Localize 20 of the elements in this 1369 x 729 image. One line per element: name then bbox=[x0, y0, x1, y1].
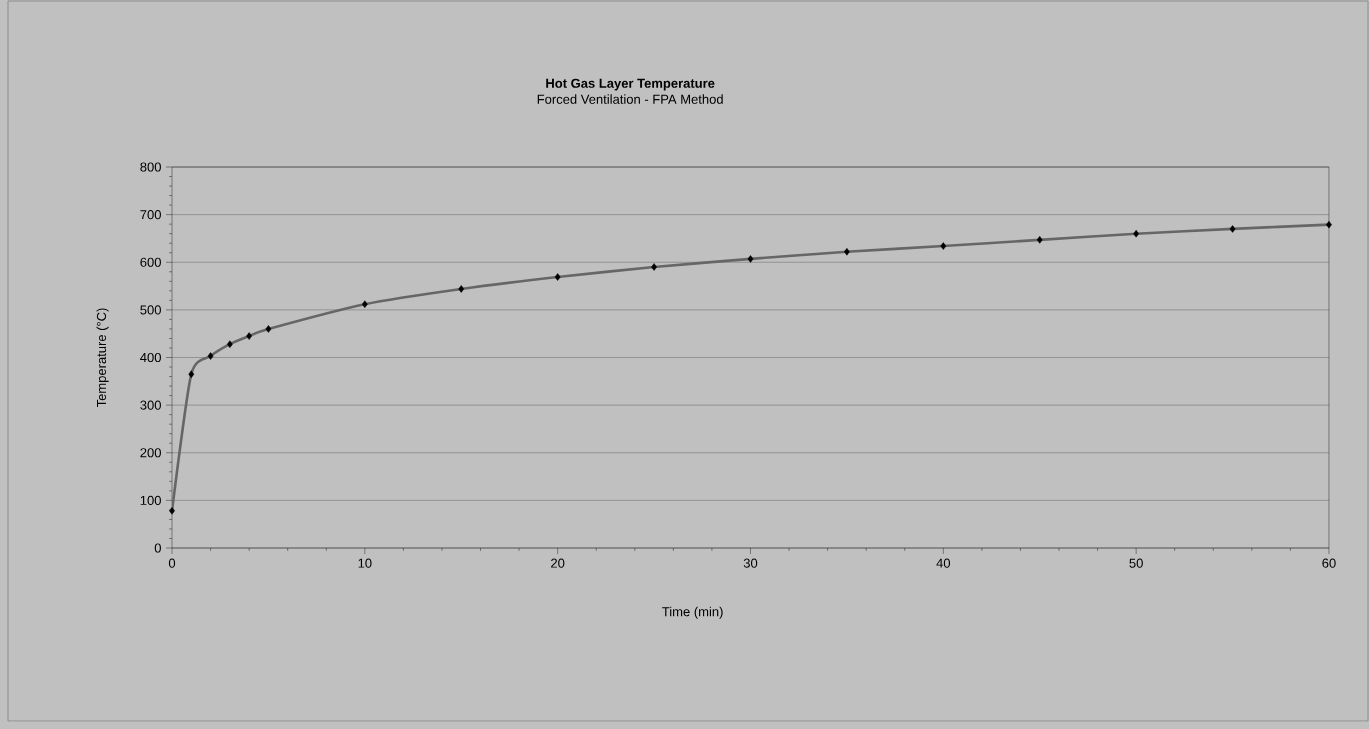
y-tick-label: 100 bbox=[140, 495, 161, 505]
x-tick-label: 20 bbox=[551, 558, 565, 568]
y-tick-label: 400 bbox=[140, 352, 161, 363]
x-tick-label: 50 bbox=[1129, 558, 1143, 568]
x-tick-label: 40 bbox=[936, 558, 951, 568]
y-tick-label: 0 bbox=[154, 543, 161, 553]
y-tick-label: 200 bbox=[140, 448, 161, 458]
y-tick-label: 500 bbox=[140, 305, 161, 315]
y-tick-label: 600 bbox=[140, 257, 161, 267]
x-tick-label: 60 bbox=[1322, 558, 1336, 568]
y-tick-label: 300 bbox=[140, 400, 161, 410]
x-tick-label: 10 bbox=[358, 558, 372, 568]
x-tick-label: 0 bbox=[168, 558, 176, 568]
x-tick-label: 30 bbox=[743, 558, 758, 568]
chart-title: Hot Gas Layer Temperature bbox=[546, 78, 715, 91]
x-axis-title: Time (min) bbox=[662, 606, 723, 619]
y-tick-label: 700 bbox=[140, 210, 161, 220]
chart-subtitle: Forced Ventilation - FPA Method bbox=[537, 94, 723, 104]
y-axis-title: Temperature (°C) bbox=[96, 308, 109, 408]
y-tick-label: 800 bbox=[140, 162, 161, 172]
